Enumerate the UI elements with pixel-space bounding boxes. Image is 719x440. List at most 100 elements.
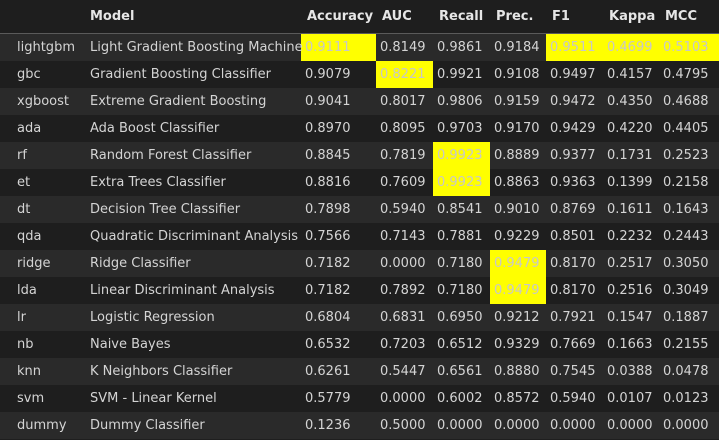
header-recall: Recall [433,0,490,34]
mcc-cell: 0.2155 [659,331,719,358]
row-index-cell: knn [0,358,84,385]
auc-cell: 0.5447 [376,358,433,385]
accuracy-cell: 0.7566 [301,223,376,250]
auc-cell: 0.7143 [376,223,433,250]
table-row: ridge Ridge Classifier 0.7182 0.0000 0.7180 0… [0,250,719,277]
f1-cell: 0.9377 [546,142,603,169]
header-auc: AUC [376,0,433,34]
header-accuracy: Accuracy [301,0,376,34]
row-index-cell: lda [0,277,84,304]
table-row: rf Random Forest Classifier 0.8845 0.7819 0.… [0,142,719,169]
auc-cell: 0.8221 [376,61,433,88]
accuracy-cell: 0.7898 [301,196,376,223]
accuracy-cell: 0.8845 [301,142,376,169]
kappa-cell: 0.0388 [603,358,659,385]
model-name-cell: Light Gradient Boosting Machine [84,33,303,61]
kappa-cell: 0.0107 [603,385,659,412]
header-index [0,0,84,34]
kappa-cell: 0.2232 [603,223,659,250]
auc-cell: 0.8017 [376,88,433,115]
recall-cell: 0.9861 [433,33,490,61]
table-row: lda Linear Discriminant Analysis 0.7182 0.7… [0,277,719,304]
f1-cell: 0.9511 [546,33,603,61]
kappa-cell: 0.1731 [603,142,659,169]
f1-cell: 0.9363 [546,169,603,196]
row-index-cell: rf [0,142,84,169]
f1-cell: 0.7921 [546,304,603,331]
model-name-cell: Linear Discriminant Analysis [84,277,301,304]
model-name-cell: SVM - Linear Kernel [84,385,301,412]
model-name-cell: Random Forest Classifier [84,142,301,169]
recall-cell: 0.6002 [433,385,490,412]
precision-cell: 0.9479 [490,277,546,304]
precision-cell: 0.9184 [490,33,546,61]
header-precision: Prec. [490,0,546,34]
mcc-cell: 0.3050 [659,250,719,277]
auc-cell: 0.5000 [376,412,433,439]
auc-cell: 0.7819 [376,142,433,169]
precision-cell: 0.8572 [490,385,546,412]
mcc-cell: 0.4795 [659,61,719,88]
precision-cell: 0.8880 [490,358,546,385]
row-index-cell: qda [0,223,84,250]
kappa-cell: 0.4350 [603,88,659,115]
header-mcc: MCC [659,0,719,34]
model-name-cell: Naive Bayes [84,331,301,358]
kappa-cell: 0.1547 [603,304,659,331]
kappa-cell: 0.1611 [603,196,659,223]
recall-cell: 0.7180 [433,277,490,304]
recall-cell: 0.9806 [433,88,490,115]
f1-cell: 0.8170 [546,277,603,304]
model-name-cell: Extreme Gradient Boosting [84,88,301,115]
table-row: gbc Gradient Boosting Classifier 0.9079 0.8… [0,61,719,88]
row-index-cell: dummy [0,412,84,439]
kappa-cell: 0.4699 [603,33,659,61]
accuracy-cell: 0.6532 [301,331,376,358]
accuracy-cell: 0.7182 [301,250,376,277]
table-row: xgboost Extreme Gradient Boosting 0.9041 0.… [0,88,719,115]
kappa-cell: 0.1399 [603,169,659,196]
precision-cell: 0.9229 [490,223,546,250]
model-name-cell: Dummy Classifier [84,412,301,439]
f1-cell: 0.9497 [546,61,603,88]
model-name-cell: Gradient Boosting Classifier [84,61,301,88]
f1-cell: 0.7545 [546,358,603,385]
precision-cell: 0.9479 [490,250,546,277]
accuracy-cell: 0.5779 [301,385,376,412]
auc-cell: 0.7609 [376,169,433,196]
auc-cell: 0.7203 [376,331,433,358]
mcc-cell: 0.2523 [659,142,719,169]
kappa-cell: 0.2517 [603,250,659,277]
mcc-cell: 0.0478 [659,358,719,385]
row-index-cell: et [0,169,84,196]
accuracy-cell: 0.9079 [301,61,376,88]
mcc-cell: 0.5103 [659,33,719,61]
accuracy-cell: 0.9111 [301,33,376,61]
table-row: svm SVM - Linear Kernel 0.5779 0.0000 0.6002… [0,385,719,412]
f1-cell: 0.9472 [546,88,603,115]
row-index-cell: svm [0,385,84,412]
recall-cell: 0.9921 [433,61,490,88]
recall-cell: 0.0000 [433,412,490,439]
row-index-cell: gbc [0,61,84,88]
accuracy-cell: 0.7182 [301,277,376,304]
f1-cell: 0.8769 [546,196,603,223]
row-index-cell: nb [0,331,84,358]
recall-cell: 0.9923 [433,169,490,196]
table-row: qda Quadratic Discriminant Analysis 0.7566… [0,223,719,250]
auc-cell: 0.7892 [376,277,433,304]
mcc-cell: 0.4688 [659,88,719,115]
model-name-cell: Ada Boost Classifier [84,115,301,142]
mcc-cell: 0.0123 [659,385,719,412]
mcc-cell: 0.1887 [659,304,719,331]
auc-cell: 0.8095 [376,115,433,142]
model-name-cell: Quadratic Discriminant Analysis [84,223,301,250]
mcc-cell: 0.1643 [659,196,719,223]
row-index-cell: xgboost [0,88,84,115]
precision-cell: 0.9329 [490,331,546,358]
auc-cell: 0.6831 [376,304,433,331]
row-index-cell: lr [0,304,84,331]
model-name-cell: Ridge Classifier [84,250,301,277]
table-row: nb Naive Bayes 0.6532 0.7203 0.6512 0.9329 0.7… [0,331,719,358]
table-row: lightgbm Light Gradient Boosting Machine 0… [0,33,719,61]
